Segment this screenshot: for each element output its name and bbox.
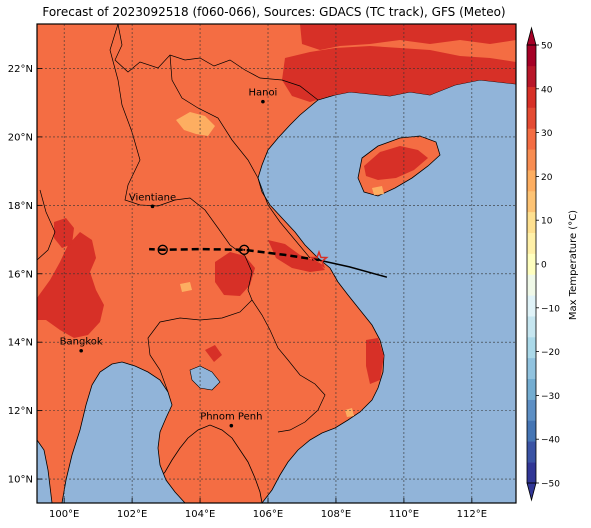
colorbar-cell (527, 65, 536, 88)
warm-zone-cambodia (345, 408, 354, 417)
lat-tick-label: 16°N (8, 269, 33, 280)
warm-zone-laos-north (176, 112, 215, 136)
map-frame (36, 23, 517, 504)
colorbar-cell (527, 295, 536, 317)
city-dot (150, 204, 155, 209)
warm-zone-hainan (372, 186, 384, 195)
lon-tick-label: 102°E (117, 509, 147, 520)
lat-tick-label: 18°N (8, 201, 33, 212)
city-label: Phnom Penh (200, 412, 262, 423)
city-dot (229, 423, 234, 428)
hot-zone-hainan (364, 146, 428, 180)
hot-zone-cambodia-east (205, 345, 222, 362)
track-point-circle (239, 244, 250, 255)
track-point-dot (161, 248, 164, 251)
colorbar-tick-label: −30 (541, 392, 560, 402)
lat-tick-label: 22°N (8, 64, 33, 75)
lat-tick-label: 20°N (8, 132, 33, 143)
country-borders (37, 24, 326, 433)
lat-tick-label: 14°N (8, 338, 33, 349)
lon-tick-label: 110°E (389, 509, 419, 520)
colorbar-cell (527, 357, 536, 380)
andaman-sea (37, 439, 53, 503)
colorbar-label: Max Temperature (°C) (568, 210, 579, 320)
colorbar-cell (527, 378, 536, 400)
colorbar-cell (527, 170, 536, 192)
colorbar-cell (527, 45, 536, 67)
colorbar-cell (527, 211, 536, 234)
colorbar-top-extend (526, 26, 537, 46)
lon-tick-label: 108°E (321, 509, 351, 520)
storm-position-star-icon (309, 249, 329, 269)
hot-zone-north-china (300, 24, 516, 50)
hot-zone-thailand (37, 232, 104, 338)
city-dot (261, 99, 265, 104)
colorbar-cell (527, 337, 536, 359)
city-markers: Hanoi Vientiane Bangkok Phnom Penh (60, 88, 277, 428)
city-dot (79, 348, 83, 353)
colorbar-tick-label: 20 (541, 173, 553, 183)
colorbar-cell (527, 316, 536, 338)
colorbar-cell (527, 191, 536, 213)
lon-tick-label: 104°E (185, 509, 215, 520)
colorbar: 50 40 30 20 10 0 −10 −20 −30 −40 −50 Max Temperatu… (526, 26, 579, 502)
colorbar-tick-labels: 50 40 30 20 10 0 −10 −20 −30 −40 −50 (536, 42, 560, 490)
gulf-of-thailand (61, 361, 186, 503)
colorbar-cell (527, 107, 536, 129)
map-title: Forecast of 2023092518 (f060-066), Sourc… (42, 5, 506, 19)
colorbar-cell (527, 441, 536, 463)
city-label: Bangkok (60, 337, 103, 348)
colorbar-cell (527, 232, 536, 254)
track-points (157, 244, 250, 255)
colorbar-cell (527, 420, 536, 442)
colorbar-tick-label: 10 (541, 217, 553, 227)
colorbar-cell (527, 462, 536, 484)
track-point-dot (243, 248, 246, 251)
colorbar-tick-label: −50 (541, 480, 560, 490)
lon-tick-label: 112°E (457, 509, 487, 520)
colorbar-cell (527, 253, 536, 275)
city-label: Hanoi (248, 88, 277, 99)
colorbar-cell (527, 274, 536, 296)
tonle-sap-lake (189, 365, 221, 391)
lon-tick-label: 106°E (253, 509, 283, 520)
cyclone-observed-track (318, 259, 388, 278)
colorbar-bottom-extend (526, 482, 537, 502)
city-label: Vientiane (129, 192, 176, 203)
cyclone-forecast-track (149, 247, 320, 262)
colorbar-tick-label: −10 (541, 304, 560, 314)
longitude-tick-labels: 100°E 102°E 104°E 106°E 108°E 110°E 112°E (49, 498, 487, 520)
map-panel: Hanoi Vientiane Bangkok Phnom Penh 100°E 102… (8, 23, 517, 520)
colorbar-tick-label: 0 (541, 261, 547, 271)
colorbar-tick-label: 40 (541, 85, 553, 95)
colorbar-tick-label: 50 (541, 42, 553, 52)
hot-zone-south-china (282, 46, 516, 102)
lat-tick-label: 12°N (8, 406, 33, 417)
hot-zone-vietnam-south (366, 338, 384, 384)
warm-zone-laos-small (180, 282, 192, 292)
latitude-tick-labels: 10°N 12°N 14°N 16°N 18°N 20°N 22°N (8, 64, 42, 486)
colorbar-cell (527, 149, 536, 171)
colorbar-cell (527, 128, 536, 150)
lon-tick-label: 100°E (49, 509, 79, 520)
colorbar-tick-label: 30 (541, 129, 553, 139)
colorbar-cell (527, 86, 536, 108)
colorbar-tick-label: −20 (541, 348, 560, 358)
colorbar-cell (527, 399, 536, 421)
colorbar-tick-label: −40 (541, 436, 560, 446)
track-point-circle (157, 244, 168, 255)
lat-tick-label: 10°N (8, 475, 33, 486)
